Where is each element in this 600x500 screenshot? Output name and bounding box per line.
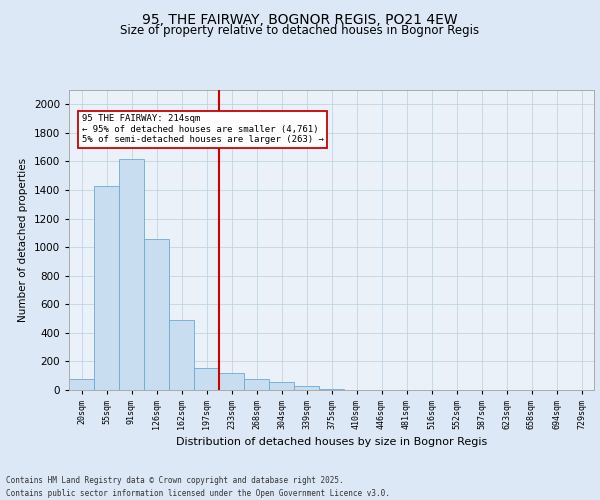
Y-axis label: Number of detached properties: Number of detached properties	[18, 158, 28, 322]
Bar	[219, 373, 244, 390]
Bar	[94, 186, 119, 390]
Text: Contains public sector information licensed under the Open Government Licence v3: Contains public sector information licen…	[6, 488, 390, 498]
X-axis label: Distribution of detached houses by size in Bognor Regis: Distribution of detached houses by size …	[176, 438, 487, 448]
Text: 95, THE FAIRWAY, BOGNOR REGIS, PO21 4EW: 95, THE FAIRWAY, BOGNOR REGIS, PO21 4EW	[142, 12, 458, 26]
Bar	[244, 380, 269, 390]
Bar	[69, 380, 94, 390]
Bar	[294, 386, 319, 390]
Bar	[269, 382, 294, 390]
Bar	[119, 158, 144, 390]
Bar	[319, 388, 344, 390]
Bar	[169, 320, 194, 390]
Text: 95 THE FAIRWAY: 214sqm
← 95% of detached houses are smaller (4,761)
5% of semi-d: 95 THE FAIRWAY: 214sqm ← 95% of detached…	[82, 114, 324, 144]
Text: Size of property relative to detached houses in Bognor Regis: Size of property relative to detached ho…	[121, 24, 479, 37]
Text: Contains HM Land Registry data © Crown copyright and database right 2025.: Contains HM Land Registry data © Crown c…	[6, 476, 344, 485]
Bar	[194, 368, 219, 390]
Bar	[144, 238, 169, 390]
